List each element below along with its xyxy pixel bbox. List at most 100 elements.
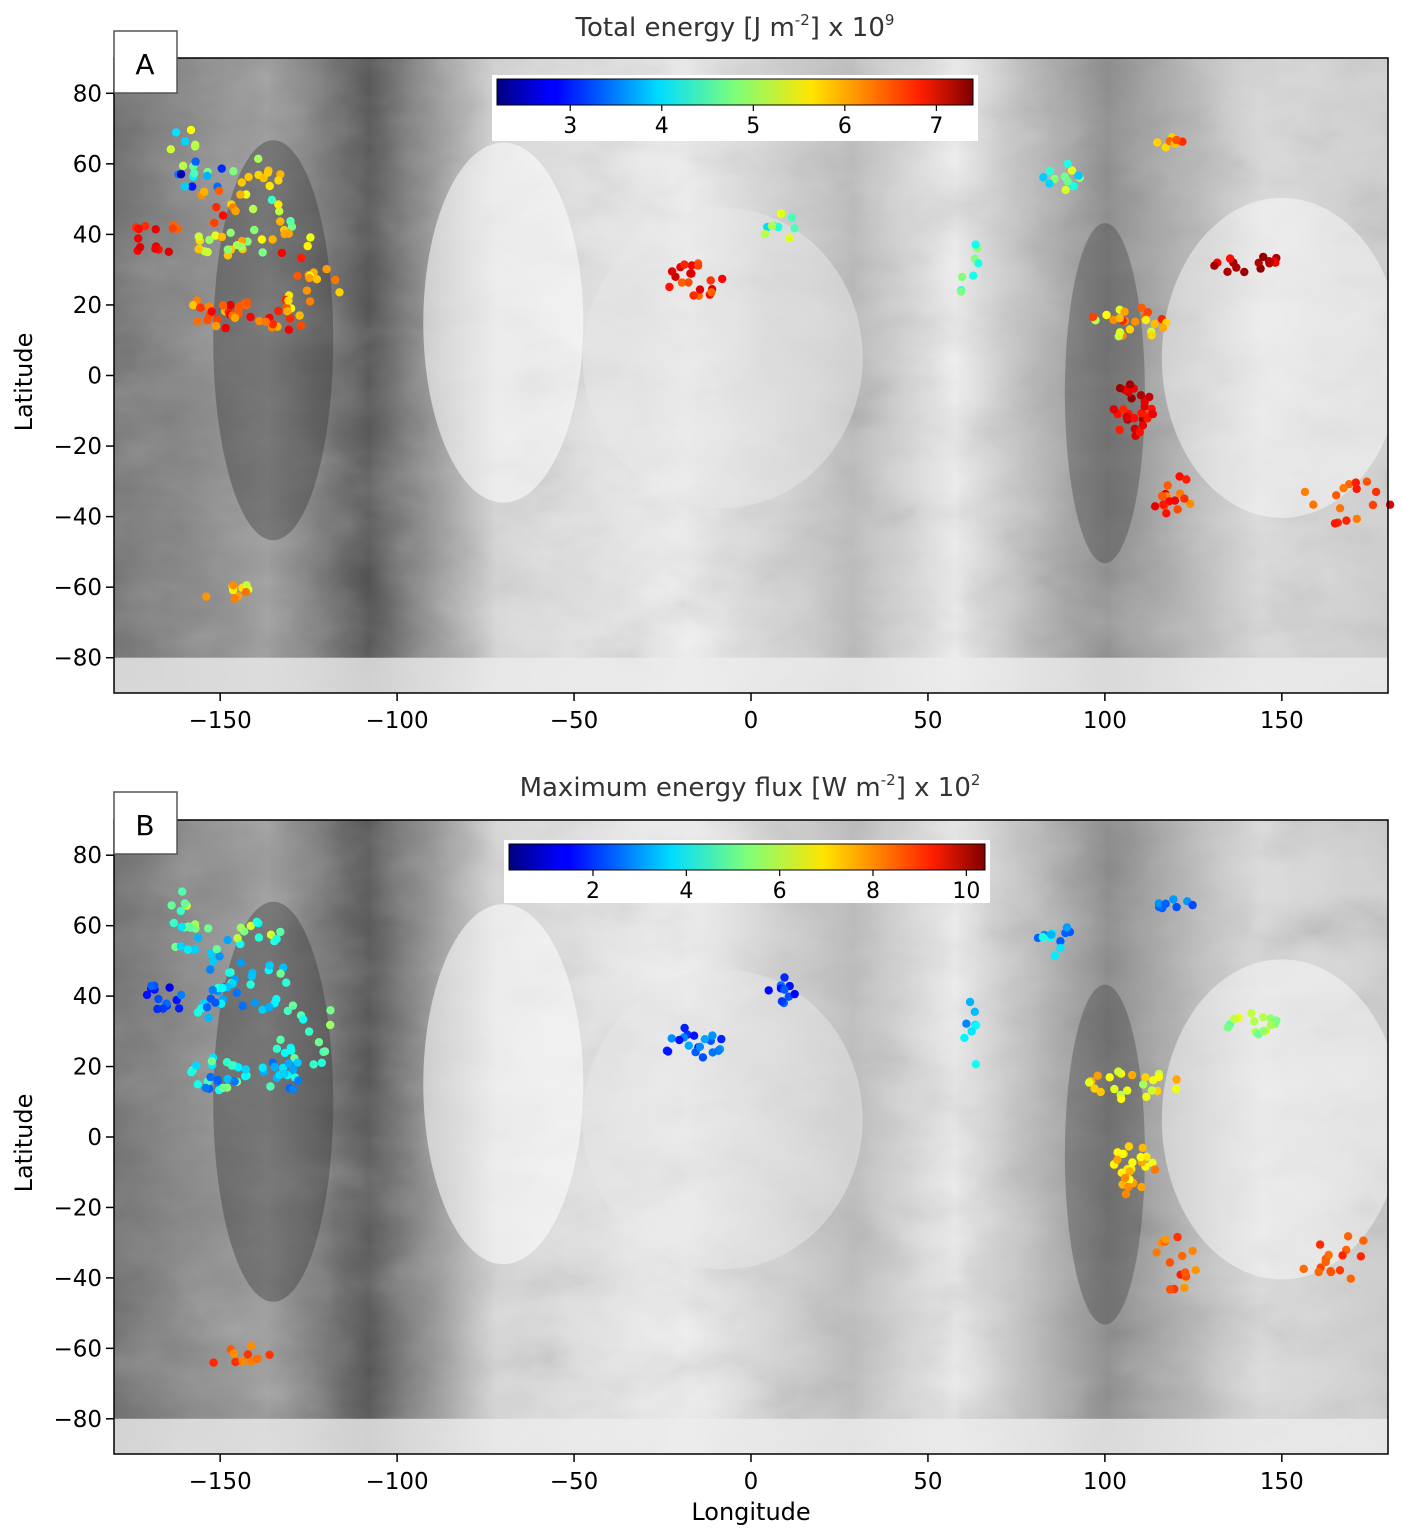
data-point (1181, 1268, 1190, 1277)
data-point (221, 323, 230, 333)
data-point (962, 1019, 971, 1028)
data-point (1182, 475, 1191, 484)
colorbar-tick-label: 10 (952, 879, 980, 904)
data-point (1136, 1152, 1145, 1162)
data-point (294, 1076, 303, 1085)
panel-b-title-exp2: 2 (971, 771, 981, 789)
data-point (285, 314, 295, 323)
data-point (1240, 267, 1249, 277)
data-point (1371, 487, 1381, 497)
data-point (1159, 500, 1168, 509)
data-point (1067, 166, 1077, 175)
data-point (242, 298, 252, 307)
data-point (1137, 1182, 1146, 1192)
data-point (255, 316, 264, 326)
data-point (1343, 1232, 1353, 1241)
data-point (265, 961, 274, 970)
data-point (201, 1083, 210, 1093)
data-point (230, 1077, 239, 1086)
y-tick-label: 60 (73, 152, 102, 178)
data-point (1045, 166, 1055, 176)
relief-dark-ridge (1064, 984, 1145, 1325)
data-point (1254, 258, 1263, 267)
data-point (1125, 380, 1135, 389)
data-point (1346, 1274, 1356, 1283)
data-point (1309, 500, 1318, 509)
data-point (1115, 328, 1125, 337)
data-point (1150, 502, 1160, 511)
data-point (1131, 317, 1140, 326)
data-point (1113, 1155, 1122, 1165)
data-point (1088, 312, 1098, 322)
panel-a-title-exp1: -2 (795, 11, 810, 29)
data-point (1150, 1165, 1160, 1174)
data-point (254, 933, 264, 942)
data-point (960, 1033, 969, 1043)
data-point (312, 275, 322, 284)
data-point (1105, 1073, 1114, 1082)
y-tick-label: 40 (73, 984, 102, 1010)
data-point (1137, 303, 1146, 312)
data-point (252, 1354, 261, 1364)
y-tick-label: 60 (73, 914, 102, 940)
relief-dark-ridge (213, 901, 334, 1302)
data-point (1169, 895, 1178, 904)
colorbar-gradient (496, 78, 974, 106)
data-point (280, 1069, 289, 1079)
data-point (186, 125, 196, 135)
data-point (284, 296, 293, 305)
y-tick-label: −40 (53, 505, 102, 531)
data-point (194, 245, 203, 254)
data-point (1173, 1232, 1182, 1242)
relief-light-region (1161, 197, 1402, 518)
data-point (225, 968, 234, 977)
data-point (209, 1358, 218, 1367)
data-point (265, 1002, 274, 1012)
data-point (288, 1065, 298, 1075)
data-point (767, 221, 777, 231)
data-point (667, 1034, 676, 1043)
data-point (1266, 1020, 1276, 1030)
data-point (293, 1058, 302, 1067)
data-point (780, 985, 789, 994)
data-point (238, 1357, 247, 1366)
data-point (1121, 1189, 1131, 1199)
data-point (142, 990, 152, 1000)
data-point (1326, 1267, 1335, 1276)
data-point (1223, 267, 1232, 276)
data-point (1161, 143, 1171, 152)
data-point (1250, 1017, 1259, 1026)
panel-a-label-box: A (113, 30, 178, 94)
x-tick-label: −150 (189, 708, 252, 734)
data-point (1148, 409, 1158, 419)
data-point (213, 1075, 222, 1085)
data-point (1332, 491, 1341, 500)
data-point (206, 1072, 215, 1082)
data-point (706, 276, 715, 285)
colorbar-tick-label: 5 (746, 114, 760, 139)
data-point (1128, 1158, 1137, 1167)
data-point (283, 1006, 292, 1016)
data-point (971, 240, 980, 249)
data-point (296, 321, 306, 330)
data-point (1315, 1240, 1325, 1249)
data-point (1147, 1086, 1157, 1095)
data-point (1125, 1167, 1135, 1176)
data-point (276, 217, 285, 226)
data-point (1153, 138, 1162, 147)
relief-polar-band (114, 1418, 1388, 1454)
data-point (274, 176, 283, 185)
data-point (190, 169, 199, 178)
data-point (1339, 484, 1348, 493)
data-point (169, 918, 179, 928)
data-point (165, 983, 174, 992)
data-point (276, 969, 285, 978)
data-point (1109, 405, 1119, 414)
data-point (1188, 900, 1197, 910)
data-point (684, 278, 693, 287)
y-tick-label: 80 (73, 81, 102, 107)
data-point (286, 216, 295, 226)
data-point (1062, 923, 1072, 932)
data-point (1124, 387, 1133, 397)
data-point (687, 261, 696, 270)
